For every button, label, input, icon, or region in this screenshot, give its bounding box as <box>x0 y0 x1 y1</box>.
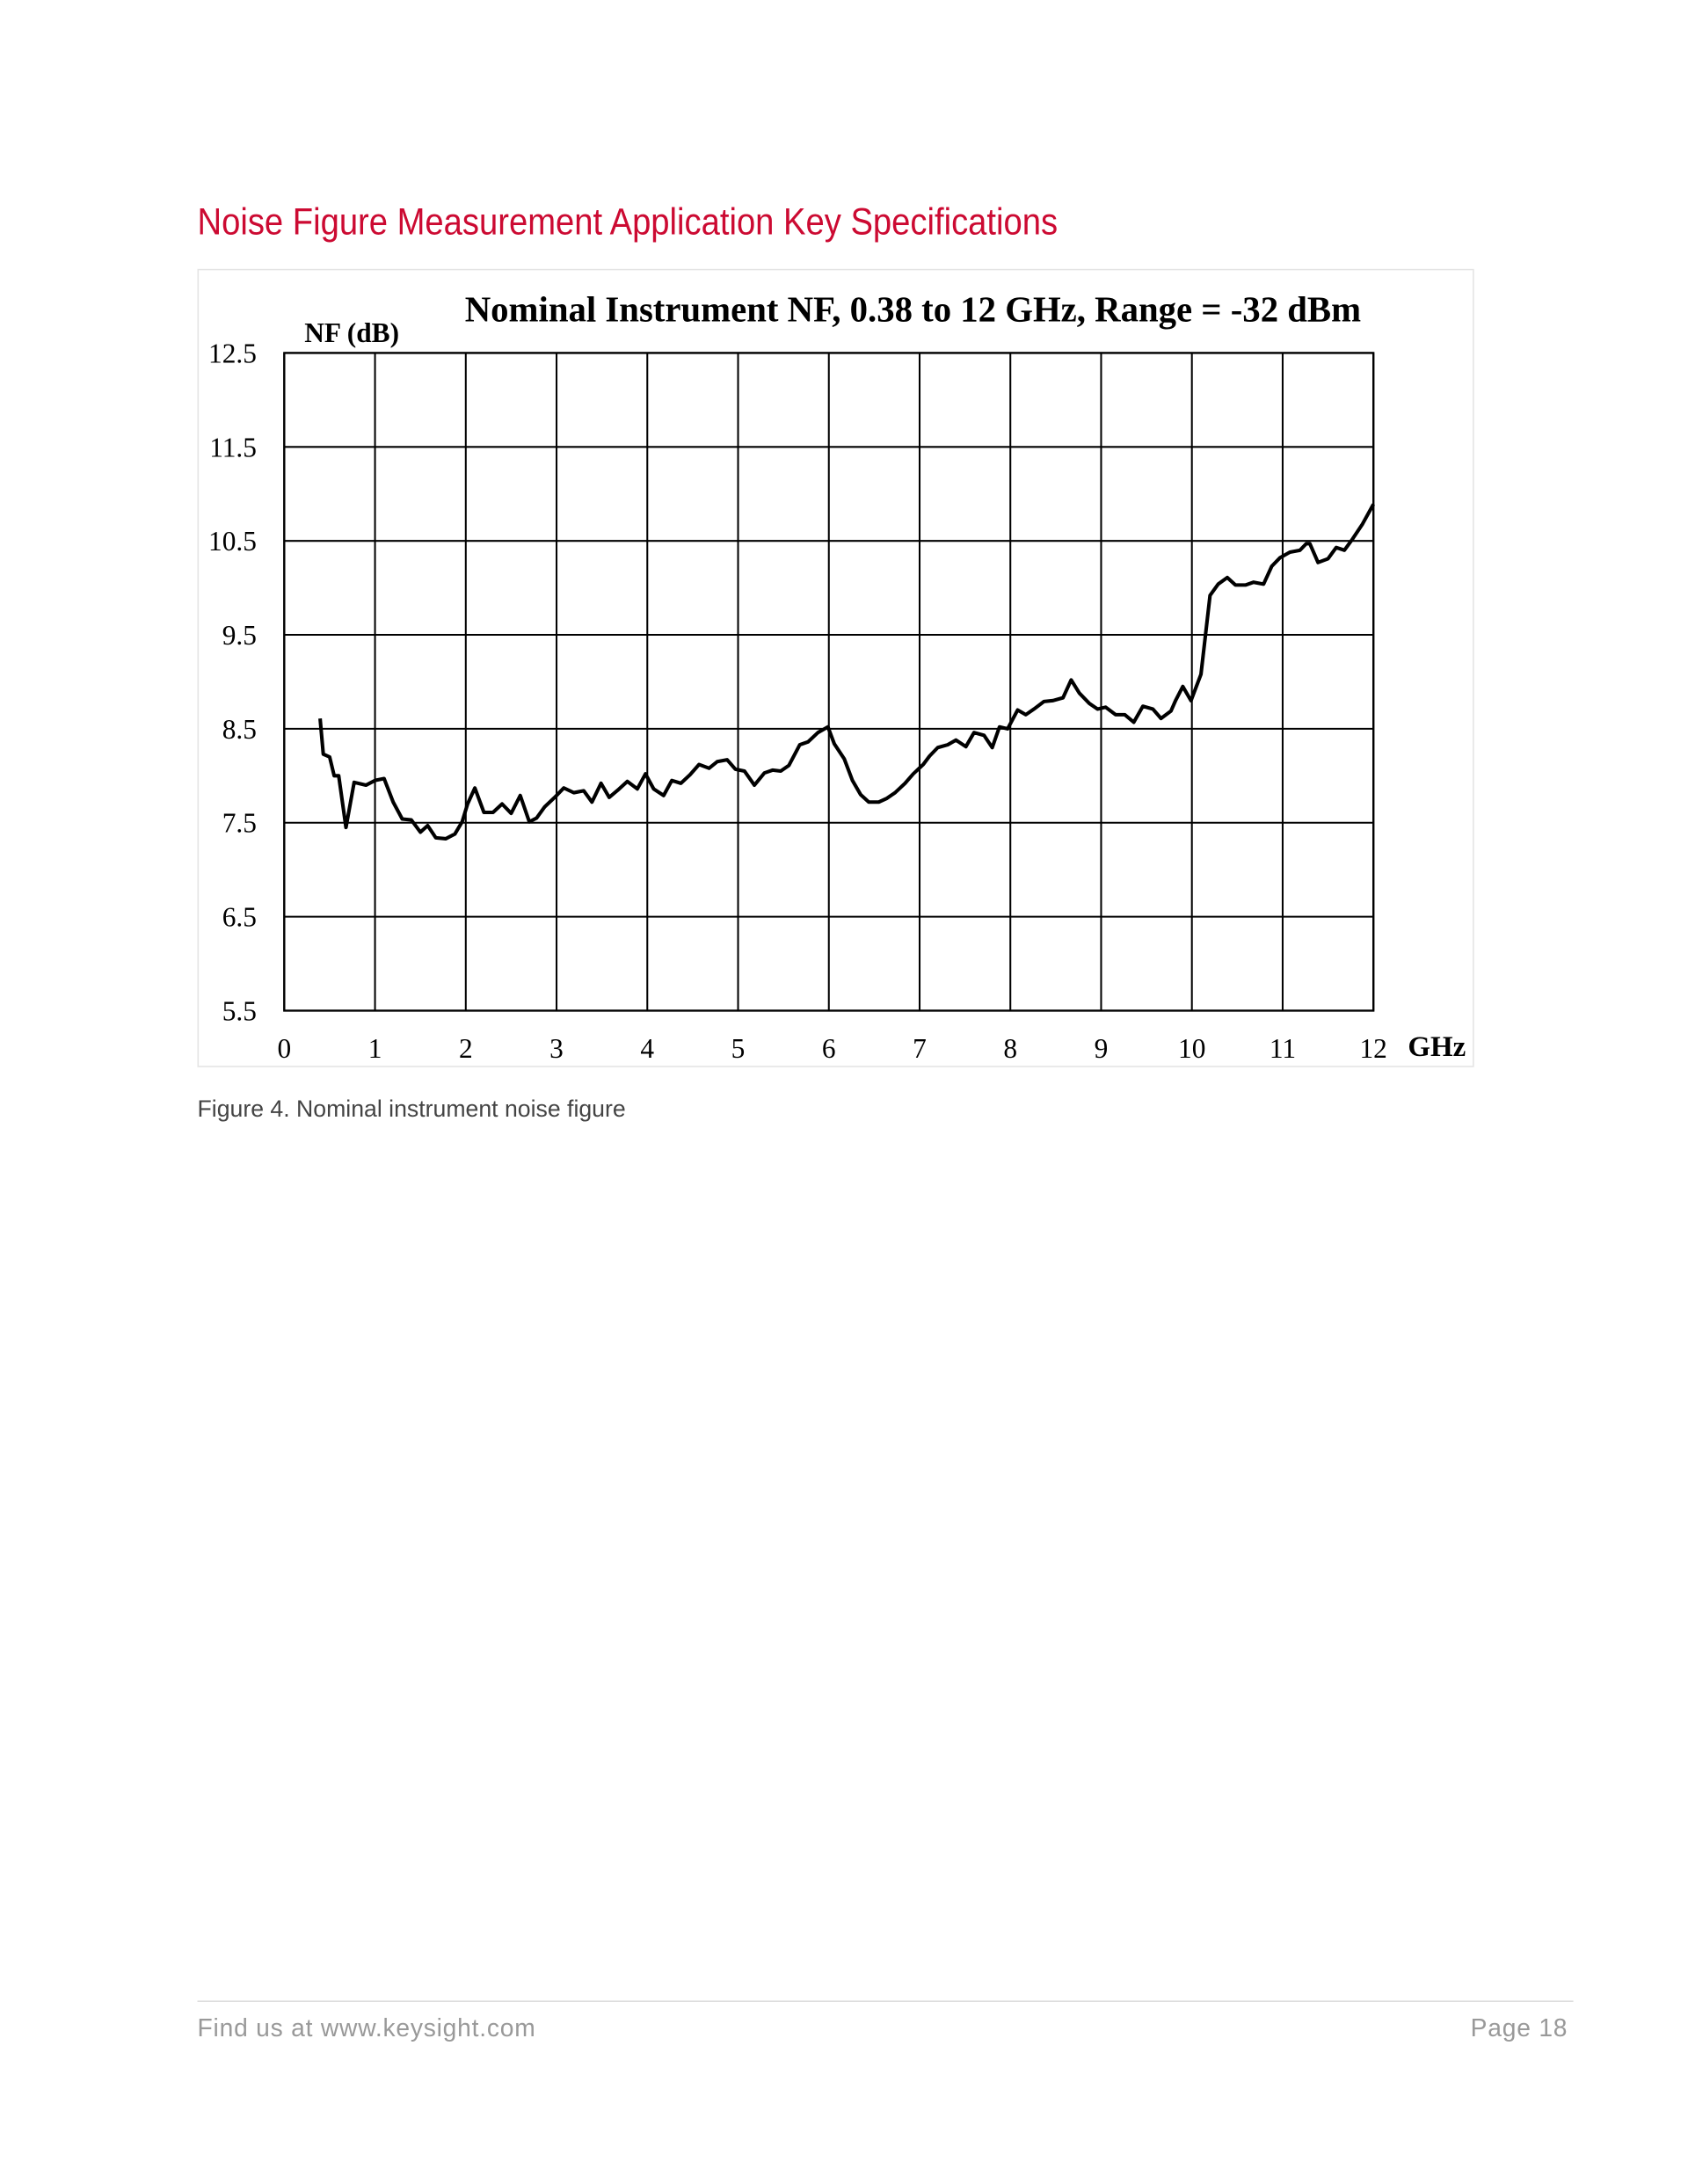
x-tick-label: 2 <box>459 1033 473 1064</box>
x-tick-label: 3 <box>549 1033 564 1064</box>
y-tick-label: 7.5 <box>222 808 257 839</box>
x-tick-label: 0 <box>277 1033 291 1064</box>
chart-title: Nominal Instrument NF, 0.38 to 12 GHz, R… <box>465 289 1361 329</box>
x-tick-label: 5 <box>731 1033 746 1064</box>
heading: Noise Figure Measurement Application Key… <box>198 201 1059 243</box>
y-axis-label: NF (dB) <box>304 317 399 348</box>
x-tick-label: 4 <box>640 1033 654 1064</box>
caption: Figure 4. Nominal instrument noise figur… <box>198 1096 626 1122</box>
y-tick-label: 12.5 <box>208 338 257 368</box>
y-tick-label: 9.5 <box>222 620 257 651</box>
x-tick-label: 9 <box>1095 1033 1109 1064</box>
x-tick-label: 7 <box>913 1033 927 1064</box>
plot-border <box>283 352 1375 1012</box>
chart-frame <box>197 268 1474 1067</box>
x-tick-label: 1 <box>368 1033 382 1064</box>
y-tick-label: 10.5 <box>208 526 257 557</box>
x-tick-label: 10 <box>1178 1033 1205 1064</box>
y-tick-label: 11.5 <box>209 432 257 462</box>
plot: 5.56.57.58.59.510.511.512.50 1 2 3 4 5 6 7 8 9 10 1… <box>208 338 1387 1063</box>
x-axis-label: GHz <box>1408 1031 1466 1063</box>
x-tick-label: 11 <box>1270 1033 1296 1064</box>
x-tick-label: 8 <box>1003 1033 1017 1064</box>
noise-figure-line <box>318 503 1375 841</box>
x-tick-label: 12 <box>1360 1033 1387 1064</box>
y-tick-label: 6.5 <box>222 902 257 933</box>
x-tick-label: 6 <box>822 1033 836 1064</box>
page-number: Page 18 <box>1471 2013 1568 2042</box>
y-tick-label: 5.5 <box>222 995 257 1026</box>
footer-link: Find us at www.keysight.com <box>198 2013 536 2042</box>
y-tick-label: 8.5 <box>222 714 257 745</box>
